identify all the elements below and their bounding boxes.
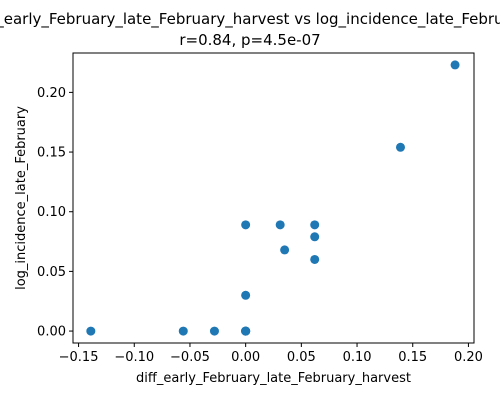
x-tick-label: −0.10 bbox=[114, 350, 154, 365]
y-axis-label: log_incidence_late_February bbox=[14, 106, 29, 290]
data-point bbox=[178, 326, 188, 336]
data-point bbox=[241, 220, 251, 230]
x-tick-label: 0.20 bbox=[454, 350, 483, 365]
data-point bbox=[86, 326, 96, 336]
y-tick-label: 0.15 bbox=[37, 146, 66, 161]
data-point bbox=[280, 245, 290, 255]
data-point bbox=[275, 220, 285, 230]
x-axis-label: diff_early_February_late_February_harves… bbox=[136, 371, 411, 386]
data-point bbox=[395, 142, 405, 152]
data-point bbox=[310, 220, 320, 230]
y-axis-ticks: 0.00 0.05 0.10 0.15 0.20 bbox=[37, 86, 73, 340]
x-tick-label: 0.00 bbox=[231, 350, 260, 365]
data-points bbox=[86, 60, 460, 336]
x-tick-label: −0.15 bbox=[59, 350, 99, 365]
data-point bbox=[310, 232, 320, 242]
x-tick-label: 0.10 bbox=[343, 350, 372, 365]
y-tick-label: 0.10 bbox=[37, 205, 66, 220]
data-point bbox=[310, 254, 320, 264]
y-tick-label: 0.00 bbox=[37, 325, 66, 340]
x-tick-label: 0.05 bbox=[287, 350, 316, 365]
plot-area-frame bbox=[72, 52, 475, 344]
y-tick-label: 0.20 bbox=[37, 86, 66, 101]
x-tick-label: 0.15 bbox=[398, 350, 427, 365]
data-point bbox=[450, 60, 460, 70]
data-point bbox=[241, 326, 251, 336]
data-point bbox=[241, 290, 251, 300]
x-axis-ticks: −0.15 −0.10 −0.05 0.00 0.05 0.10 0.15 0.20 bbox=[59, 343, 483, 365]
chart-subtitle: r=0.84, p=4.5e-07 bbox=[179, 31, 320, 49]
chart-title: diff_early_February_late_February_harves… bbox=[0, 10, 500, 29]
x-tick-label: −0.05 bbox=[170, 350, 210, 365]
data-point bbox=[209, 326, 219, 336]
y-tick-label: 0.05 bbox=[37, 265, 66, 280]
